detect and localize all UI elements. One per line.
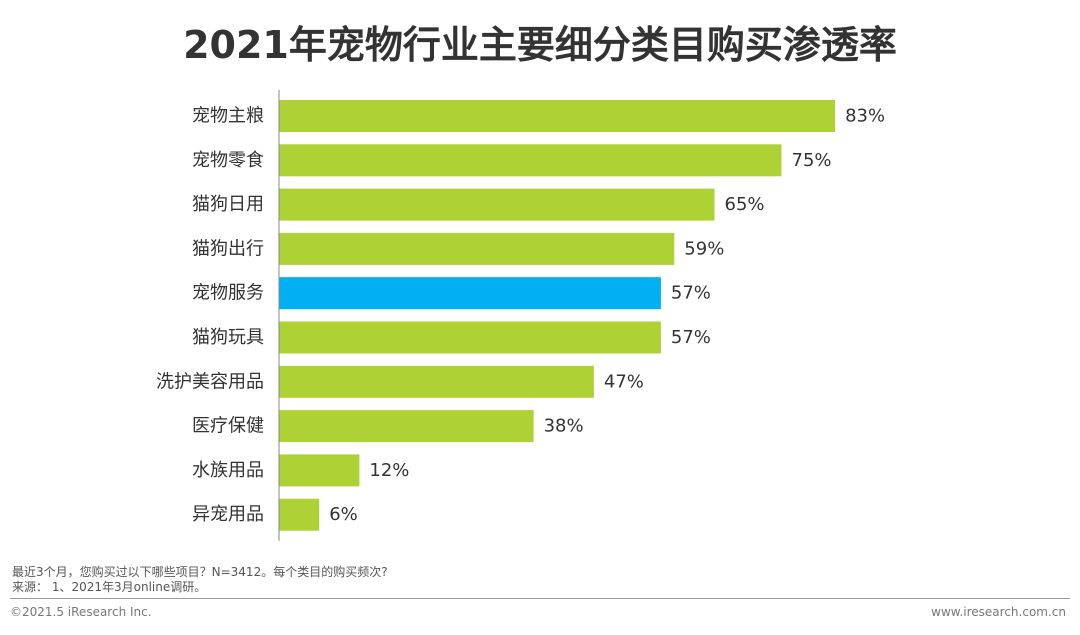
value-label: 65% [725,194,765,215]
category-label: 宠物服务 [192,283,264,304]
value-label: 6% [329,504,358,525]
bars-group: 宠物主粮 83% 宠物零食 75% 猫狗日用 65% 猫狗出行 59% 宠物服务 57% 猫狗玩具 5… [156,100,885,531]
value-label: 38% [544,416,584,437]
bar-chart: 宠物主粮 83% 宠物零食 75% 猫狗日用 65% 猫狗出行 59% 宠物服务 57% 猫狗玩具 5… [156,89,885,541]
category-label: 水族用品 [192,460,264,481]
notes: 最近3个月，您购买过以下哪些项目？N=3412。每个类目的购买频次? 来源： 1… [12,565,388,595]
value-label: 47% [604,371,644,392]
bar [279,144,782,177]
chart-title: 2021年宠物行业主要细分类目购买渗透率 [183,23,897,67]
value-label: 75% [792,150,832,171]
bar [279,410,534,443]
category-label: 洗护美容用品 [156,371,264,392]
category-label: 猫狗玩具 [192,327,264,348]
bar [279,454,360,487]
category-label: 宠物主粮 [192,106,264,127]
bar [279,365,594,398]
value-label: 12% [369,460,409,481]
website-link: www.iresearch.com.cn [931,605,1066,619]
value-label: 83% [845,106,885,127]
bar [279,100,836,132]
bar [279,188,715,221]
category-label: 异宠用品 [192,504,264,525]
value-label: 57% [671,327,711,348]
bar [279,498,320,531]
survey-question-note: 最近3个月，您购买过以下哪些项目？N=3412。每个类目的购买频次? [12,565,388,579]
category-label: 宠物零食 [192,150,264,171]
category-label: 医疗保健 [192,416,264,437]
footer-divider [10,598,1070,599]
copyright: ©2021.5 iResearch Inc. [10,605,152,619]
category-label: 猫狗出行 [192,238,264,259]
bar [279,321,661,354]
bar [279,232,675,265]
value-label: 59% [684,238,724,259]
bar [279,277,661,310]
value-label: 57% [671,283,711,304]
category-label: 猫狗日用 [192,194,264,215]
source-note: 来源： 1、2021年3月online调研。 [12,580,207,594]
